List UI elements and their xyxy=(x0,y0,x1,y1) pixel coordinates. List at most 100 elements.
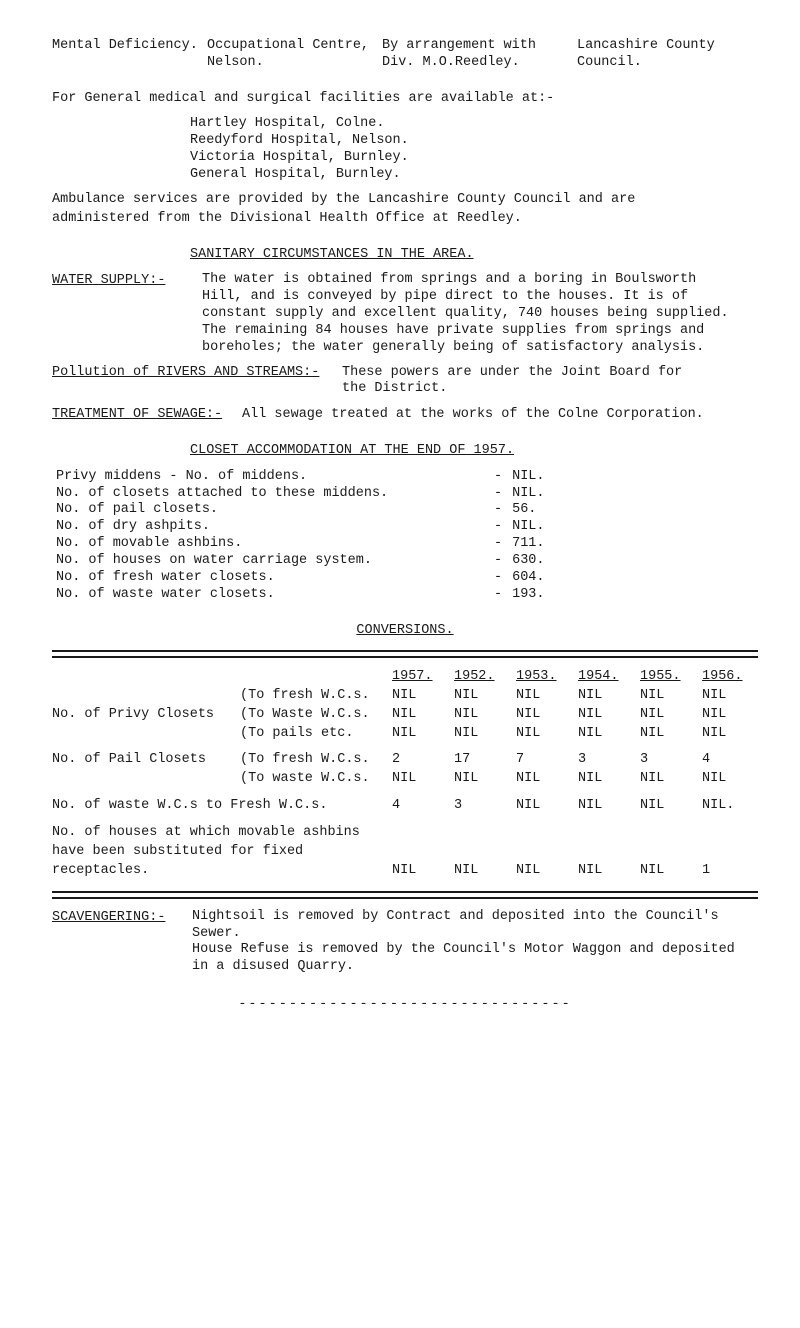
midden-text: No. of pail closets. xyxy=(52,502,490,519)
conv-val: NIL xyxy=(386,725,448,744)
mental-deficiency-col2-l2: Div. M.O.Reedley. xyxy=(382,55,577,72)
conv-val: NIL xyxy=(634,687,696,706)
water-supply-block: WATER SUPPLY:- The water is obtained fro… xyxy=(52,272,758,356)
water-supply-l4: The remaining 84 houses have private sup… xyxy=(202,323,758,340)
mental-deficiency-col2-l1: By arrangement with xyxy=(382,38,577,55)
conv-lead xyxy=(52,687,234,706)
dash: - xyxy=(490,469,508,486)
mental-deficiency-col3-l2: Council. xyxy=(577,55,758,72)
table-row: No. of closets attached to these middens… xyxy=(52,486,549,503)
conv-val: NIL xyxy=(448,862,510,881)
mental-deficiency-col1-l1: Occupational Centre, xyxy=(207,38,382,55)
year-header: 1956. xyxy=(696,668,758,687)
conv-lead: No. of houses at which movable ashbins xyxy=(52,824,758,843)
treatment-label: TREATMENT OF SEWAGE:- xyxy=(52,406,242,424)
water-supply-l5: boreholes; the water generally being of … xyxy=(202,340,758,357)
conv-lead: No. of Privy Closets xyxy=(52,706,234,725)
document-page: Mental Deficiency. Occupational Centre, … xyxy=(0,0,800,1052)
spacer xyxy=(52,816,758,824)
closet-heading-text: CLOSET ACCOMMODATION AT THE END OF 1957. xyxy=(190,443,514,458)
conv-val: NIL xyxy=(634,862,696,881)
year-header: 1955. xyxy=(634,668,696,687)
midden-text: No. of fresh water closets. xyxy=(52,570,490,587)
water-supply-l1: The water is obtained from springs and a… xyxy=(202,272,758,289)
hospital-item: Reedyford Hospital, Nelson. xyxy=(190,133,758,150)
midden-val: 604. xyxy=(508,570,548,587)
table-row: No. of dry ashpits.-NIL. xyxy=(52,519,549,536)
conv-val: NIL xyxy=(510,770,572,789)
water-supply-l2: Hill, and is conveyed by pipe direct to … xyxy=(202,289,758,306)
conv-val: NIL xyxy=(448,687,510,706)
conv-val: NIL xyxy=(634,797,696,816)
scavenging-label: SCAVENGERING:- xyxy=(52,909,192,977)
conversions-table: 1957. 1952. 1953. 1954. 1955. 1956. (To … xyxy=(52,668,758,881)
conv-val: NIL xyxy=(634,706,696,725)
spacer xyxy=(52,55,207,72)
conv-val: NIL xyxy=(572,725,634,744)
scavenging-block: SCAVENGERING:- Nightsoil is removed by C… xyxy=(52,909,758,977)
table-row: have been substituted for fixed xyxy=(52,843,758,862)
midden-val: 711. xyxy=(508,536,548,553)
dash: - xyxy=(490,519,508,536)
middens-table: Privy middens - No. of middens.-NIL. No.… xyxy=(52,469,549,604)
table-row: No. of Pail Closets(To fresh W.C.s.21773… xyxy=(52,751,758,770)
pollution-label: Pollution of RIVERS AND STREAMS:- xyxy=(52,365,342,382)
sanitary-heading: SANITARY CIRCUMSTANCES IN THE AREA. xyxy=(52,246,758,264)
conv-lead: receptacles. xyxy=(52,862,386,881)
conv-val: NIL xyxy=(696,687,758,706)
spacer xyxy=(52,381,342,398)
midden-val: NIL. xyxy=(508,519,548,536)
midden-text: No. of closets attached to these middens… xyxy=(52,486,490,503)
water-supply-body: The water is obtained from springs and a… xyxy=(202,272,758,356)
mental-deficiency-row2: Nelson. Div. M.O.Reedley. Council. xyxy=(52,55,758,72)
closet-heading: CLOSET ACCOMMODATION AT THE END OF 1957. xyxy=(52,442,758,460)
conv-val: NIL xyxy=(386,687,448,706)
midden-text: No. of waste water closets. xyxy=(52,587,490,604)
conv-val: 4 xyxy=(386,797,448,816)
dash: - xyxy=(490,553,508,570)
conv-sub: (To fresh W.C.s. xyxy=(234,687,386,706)
conv-val: NIL xyxy=(696,725,758,744)
conv-val: NIL xyxy=(696,706,758,725)
conv-val: NIL xyxy=(572,706,634,725)
dash: - xyxy=(490,536,508,553)
conv-val: NIL xyxy=(510,687,572,706)
conversions-heading-text: CONVERSIONS. xyxy=(356,623,453,638)
dash: - xyxy=(490,587,508,604)
table-row: Privy middens - No. of middens.-NIL. xyxy=(52,469,549,486)
spacer xyxy=(52,789,758,797)
midden-val: 630. xyxy=(508,553,548,570)
conv-sub: (To pails etc. xyxy=(234,725,386,744)
scavenging-l3: House Refuse is removed by the Council's… xyxy=(192,942,758,959)
year-header: 1957. xyxy=(386,668,448,687)
conv-lead xyxy=(52,725,234,744)
midden-val: NIL. xyxy=(508,486,548,503)
mental-deficiency-label: Mental Deficiency. xyxy=(52,38,207,55)
conv-val: 17 xyxy=(448,751,510,770)
treatment-row: TREATMENT OF SEWAGE:- All sewage treated… xyxy=(52,406,758,424)
blank-header xyxy=(52,668,234,687)
conv-val: NIL xyxy=(510,862,572,881)
conv-lead: No. of Pail Closets xyxy=(52,751,234,770)
midden-val: NIL. xyxy=(508,469,548,486)
table-row: (To pails etc.NILNILNILNILNILNIL xyxy=(52,725,758,744)
water-supply-label: WATER SUPPLY:- xyxy=(52,272,202,356)
ambulance-line-1: Ambulance services are provided by the L… xyxy=(52,191,758,209)
conversions-heading: CONVERSIONS. xyxy=(52,622,758,640)
table-row-blank xyxy=(52,789,758,797)
pollution-row2: the District. xyxy=(52,381,758,398)
conv-val: NIL xyxy=(696,770,758,789)
conv-val: 4 xyxy=(696,751,758,770)
conv-lead xyxy=(52,770,234,789)
dash: - xyxy=(490,502,508,519)
thick-rule xyxy=(52,891,758,899)
table-row: (To fresh W.C.s.NILNILNILNILNILNIL xyxy=(52,687,758,706)
conv-val: 3 xyxy=(448,797,510,816)
treatment-label-text: TREATMENT OF SEWAGE:- xyxy=(52,407,222,422)
conv-val: NIL xyxy=(572,770,634,789)
conv-val: 1 xyxy=(696,862,758,881)
conv-val: NIL xyxy=(386,862,448,881)
conv-sub: (To fresh W.C.s. xyxy=(234,751,386,770)
sanitary-heading-text: SANITARY CIRCUMSTANCES IN THE AREA. xyxy=(190,247,474,262)
midden-text: No. of dry ashpits. xyxy=(52,519,490,536)
